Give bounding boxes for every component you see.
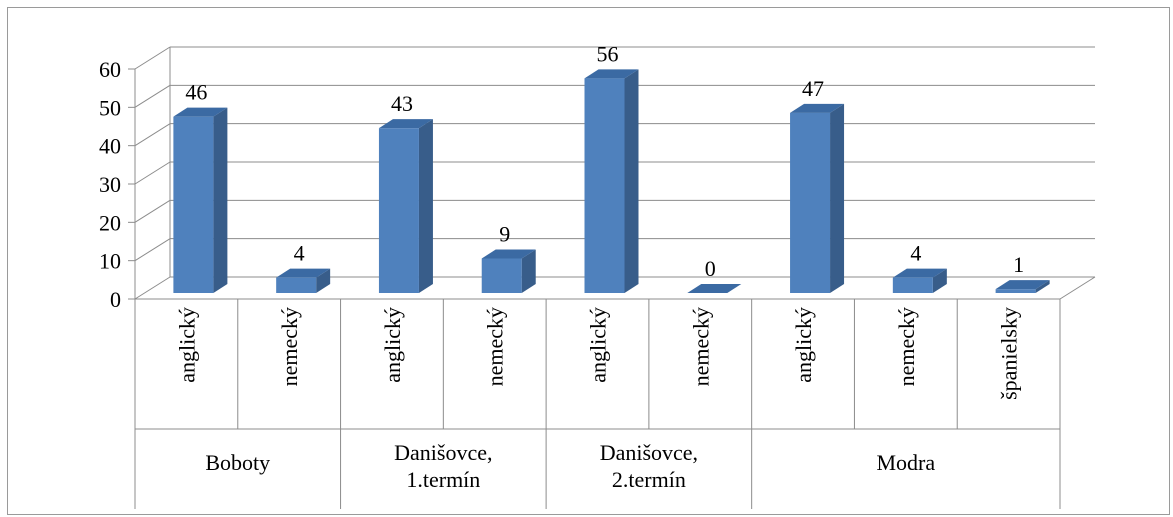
- bar-side: [418, 119, 433, 294]
- y-tick-label: 60: [99, 57, 121, 82]
- bar-top: [276, 268, 331, 278]
- data-label: 46: [185, 80, 207, 105]
- category-label: anglický: [791, 307, 816, 383]
- bar-side: [830, 103, 845, 293]
- side-gridline: [134, 123, 171, 147]
- bar-side: [521, 249, 536, 293]
- y-tick-label: 50: [99, 95, 121, 120]
- side-gridline: [134, 276, 171, 300]
- data-label: 4: [910, 241, 921, 266]
- chart-frame: [7, 7, 1170, 515]
- data-label: 4: [294, 241, 305, 266]
- side-gridline: [134, 238, 171, 262]
- bar-side: [624, 69, 639, 293]
- category-label: anglický: [586, 307, 611, 383]
- category-label: anglický: [174, 307, 199, 383]
- bar-top: [892, 268, 947, 278]
- bar-top: [995, 280, 1050, 290]
- category-label: nemecký: [483, 307, 508, 386]
- side-gridline: [134, 46, 171, 70]
- bar: [276, 277, 317, 293]
- y-tick-label: 40: [99, 134, 121, 159]
- bar-top: [481, 249, 536, 259]
- y-tick-label: 30: [99, 172, 121, 197]
- bar: [892, 277, 933, 293]
- bar-side: [213, 107, 228, 294]
- category-label: nemecký: [277, 307, 302, 386]
- bar-top: [584, 69, 639, 79]
- side-gridline: [134, 199, 171, 223]
- y-tick-label: 10: [99, 249, 121, 274]
- bar-top: [173, 107, 228, 117]
- category-label: nemecký: [894, 307, 919, 386]
- floor-right-edge: [1059, 276, 1096, 300]
- bar: [790, 112, 831, 293]
- side-gridline: [134, 161, 171, 185]
- bar: [173, 116, 214, 294]
- category-label: španielsky: [997, 307, 1022, 400]
- category-label: nemecký: [688, 307, 713, 386]
- bar-side: [932, 268, 947, 293]
- bar-side: [1035, 280, 1050, 293]
- bar-top: [790, 103, 845, 113]
- bar-side: [316, 268, 331, 293]
- y-tick-label: 20: [99, 210, 121, 235]
- group-label: Danišovce, 2.termín: [600, 440, 698, 492]
- side-gridline: [134, 84, 171, 108]
- category-label: anglický: [380, 307, 405, 383]
- data-label: 1: [1013, 252, 1024, 277]
- y-tick-label: 0: [110, 287, 121, 312]
- data-label: 0: [705, 256, 716, 281]
- data-label: 9: [499, 222, 510, 247]
- data-label: 47: [802, 76, 824, 101]
- bar: [481, 258, 522, 293]
- bar: [995, 289, 1036, 293]
- group-label: Boboty: [205, 450, 270, 475]
- group-label: Danišovce, 1.termín: [394, 440, 492, 492]
- data-label: 56: [597, 41, 619, 66]
- bar: [584, 78, 625, 293]
- group-label: Modra: [877, 450, 936, 475]
- bar: [378, 128, 419, 293]
- bar-top: [687, 284, 742, 293]
- bar-top: [378, 119, 433, 129]
- data-label: 43: [391, 91, 413, 116]
